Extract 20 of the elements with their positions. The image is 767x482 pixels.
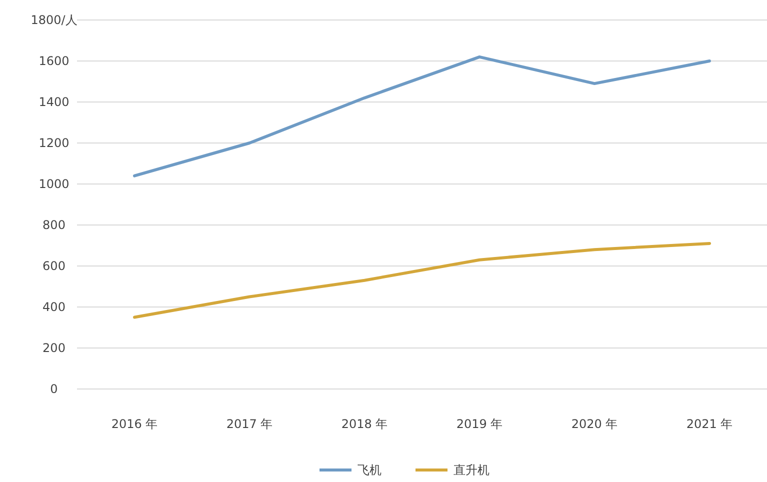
x-tick-label: 2017 年 bbox=[226, 417, 273, 431]
line-series bbox=[133, 55, 711, 178]
y-tick-label: 800 bbox=[42, 218, 66, 232]
y-tick-label: 0 bbox=[50, 382, 58, 396]
x-tick-label: 2016 年 bbox=[111, 417, 158, 431]
legend-label: 飞机 bbox=[358, 463, 382, 477]
y-tick-label: 1000 bbox=[38, 177, 70, 191]
y-tick-label: 600 bbox=[42, 259, 66, 273]
x-tick-label: 2018 年 bbox=[341, 417, 388, 431]
line-series bbox=[133, 242, 711, 319]
x-tick-label: 2020 年 bbox=[571, 417, 618, 431]
y-tick-label: 400 bbox=[42, 300, 66, 314]
y-tick-label: 1400 bbox=[38, 95, 70, 109]
y-tick-label: 1200 bbox=[38, 136, 70, 150]
y-tick-label: 200 bbox=[42, 341, 66, 355]
y-tick-label: 1600 bbox=[38, 54, 70, 68]
x-tick-label: 2019 年 bbox=[456, 417, 503, 431]
legend-label: 直升机 bbox=[454, 463, 490, 477]
y-tick-label: 1800/人 bbox=[30, 13, 78, 27]
x-tick-label: 2021 年 bbox=[686, 417, 733, 431]
